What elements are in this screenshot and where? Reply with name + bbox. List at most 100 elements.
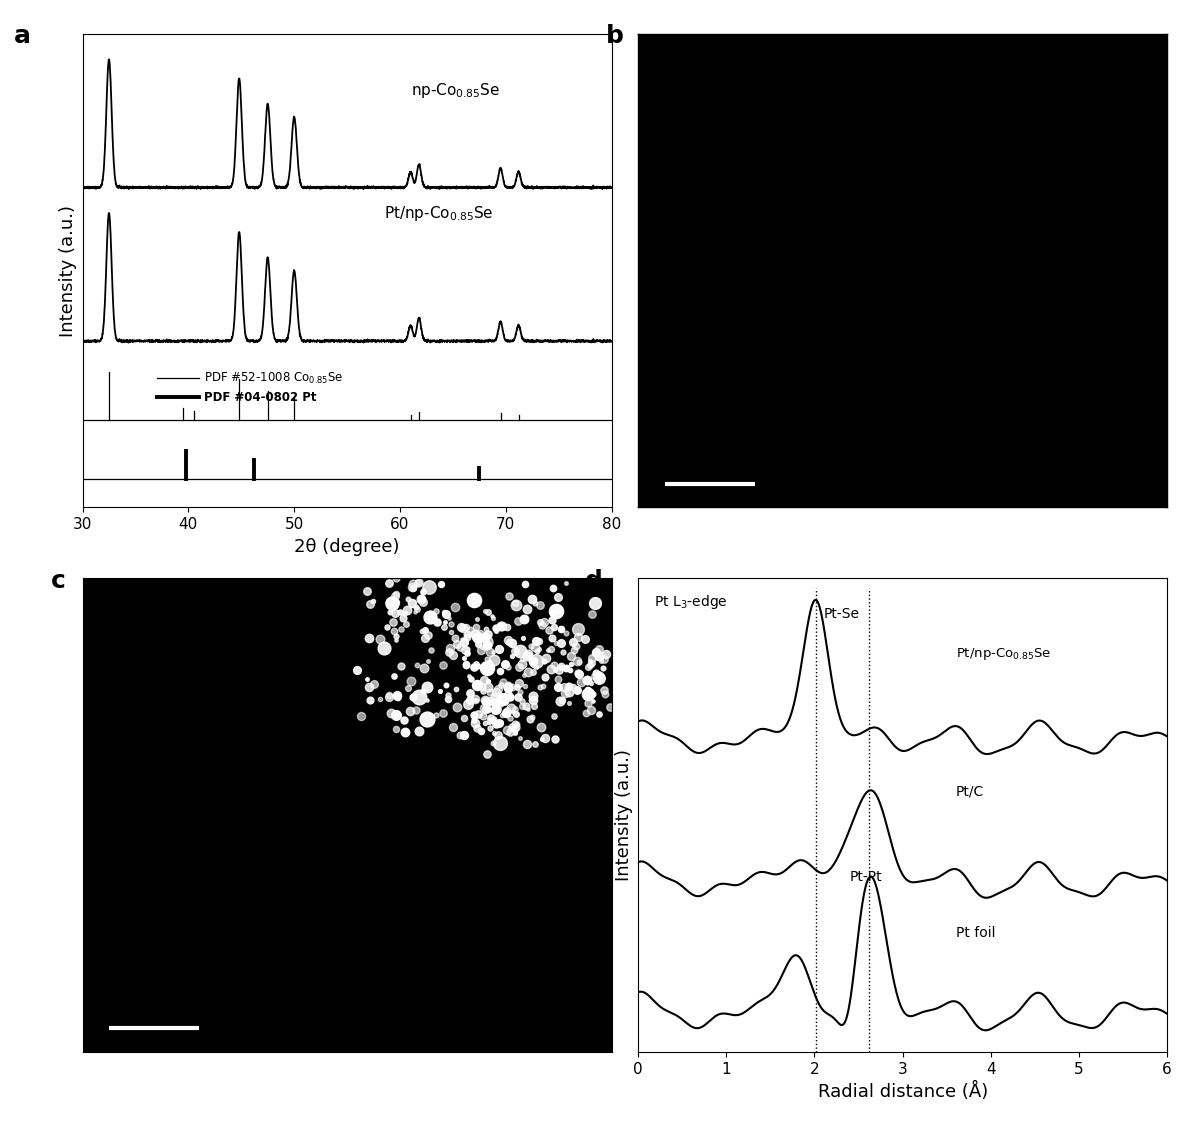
Point xyxy=(514,666,533,684)
Point xyxy=(487,622,506,640)
Point xyxy=(506,705,525,723)
X-axis label: Radial distance (Å): Radial distance (Å) xyxy=(817,1082,988,1102)
Point xyxy=(434,618,453,636)
Point xyxy=(414,581,433,599)
Point xyxy=(460,667,479,685)
Point xyxy=(401,701,420,719)
Point xyxy=(456,656,475,674)
Point xyxy=(566,637,585,655)
Text: Pt/np-Co$_{0.85}$Se: Pt/np-Co$_{0.85}$Se xyxy=(955,646,1050,662)
Point xyxy=(487,620,506,638)
Point xyxy=(384,613,403,631)
Point xyxy=(466,618,485,636)
Point xyxy=(526,634,545,653)
Point xyxy=(493,690,512,708)
Y-axis label: Intensity (a.u.): Intensity (a.u.) xyxy=(614,749,633,881)
Point xyxy=(490,618,509,636)
Point xyxy=(499,685,518,703)
Point xyxy=(590,666,608,684)
Point xyxy=(548,588,567,606)
Point xyxy=(395,711,414,729)
Point xyxy=(565,641,584,659)
Point xyxy=(483,734,502,752)
Point xyxy=(532,717,551,735)
Point xyxy=(414,682,433,700)
Point xyxy=(436,613,455,631)
Point xyxy=(549,661,568,679)
Point xyxy=(483,642,502,661)
Point xyxy=(461,691,480,709)
Point xyxy=(581,674,600,692)
Point xyxy=(348,662,367,680)
Point xyxy=(436,676,455,694)
Point xyxy=(503,703,522,722)
Point xyxy=(502,647,521,665)
Point xyxy=(434,705,453,723)
Text: a: a xyxy=(14,25,31,49)
Point xyxy=(386,587,404,605)
Point xyxy=(542,659,561,677)
Point xyxy=(465,590,483,608)
Point xyxy=(548,670,567,688)
Point xyxy=(380,688,399,706)
Text: d: d xyxy=(585,569,604,593)
Point xyxy=(579,658,598,676)
Point xyxy=(365,674,384,692)
Point xyxy=(513,655,532,673)
Point xyxy=(413,622,432,640)
Text: c: c xyxy=(51,569,66,593)
Point xyxy=(456,655,475,673)
Point xyxy=(526,594,545,612)
Point xyxy=(380,685,399,703)
Point xyxy=(477,663,496,681)
Point xyxy=(472,722,490,740)
Point xyxy=(459,696,477,714)
Point xyxy=(579,693,598,711)
Point xyxy=(387,631,406,649)
Point xyxy=(577,703,595,722)
Point xyxy=(422,640,441,658)
Point xyxy=(487,715,506,733)
Point xyxy=(523,708,542,726)
Point xyxy=(432,576,450,594)
Point xyxy=(584,685,602,703)
Point xyxy=(586,644,605,662)
Point xyxy=(480,713,499,731)
Point xyxy=(401,672,420,690)
Point xyxy=(547,634,566,653)
Point xyxy=(479,677,498,696)
Point xyxy=(437,605,456,623)
Point xyxy=(479,700,498,718)
Point xyxy=(419,625,437,644)
Point xyxy=(518,599,536,618)
Point xyxy=(485,724,503,742)
Point xyxy=(483,711,502,729)
Point xyxy=(448,634,467,653)
Point xyxy=(490,694,509,713)
Point xyxy=(567,681,586,699)
Point xyxy=(585,666,604,684)
Point xyxy=(403,579,422,597)
Point xyxy=(499,679,518,697)
Point xyxy=(479,603,498,621)
Point xyxy=(455,649,474,667)
Point xyxy=(511,729,529,748)
Point xyxy=(541,640,560,658)
Point xyxy=(457,640,476,658)
Point xyxy=(477,620,496,638)
Point xyxy=(455,726,474,744)
Point xyxy=(495,655,514,673)
Point xyxy=(508,612,527,630)
Point xyxy=(427,602,446,620)
Point xyxy=(499,679,518,697)
Point xyxy=(500,633,519,651)
Point xyxy=(531,596,549,614)
Point xyxy=(526,658,545,676)
Text: Pt/C: Pt/C xyxy=(955,785,983,798)
Point xyxy=(542,629,561,647)
Point xyxy=(394,608,413,627)
Point xyxy=(375,639,394,657)
Point xyxy=(516,698,535,716)
Point xyxy=(492,676,511,694)
Text: b: b xyxy=(606,25,624,49)
